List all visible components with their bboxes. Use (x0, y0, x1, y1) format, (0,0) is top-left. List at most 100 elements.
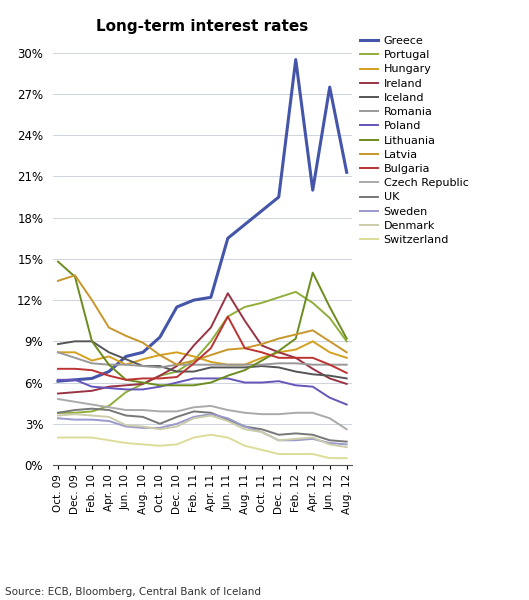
Latvia (106, 324, 112, 331)
UK (343, 438, 350, 445)
Lithuania (140, 379, 146, 386)
Greece (106, 368, 112, 375)
Greece (123, 353, 129, 360)
Latvia (140, 339, 146, 346)
Romania (208, 361, 214, 368)
Legend: Greece, Portugal, Hungary, Ireland, Iceland, Romania, Poland, Lithuania, Latvia,: Greece, Portugal, Hungary, Ireland, Icel… (360, 36, 469, 245)
Switzerland (326, 455, 333, 462)
Iceland (208, 364, 214, 371)
UK (309, 431, 316, 439)
Czech Republic (174, 408, 180, 415)
Hungary (157, 352, 163, 359)
Poland (259, 379, 265, 386)
Line: Switzerland: Switzerland (58, 435, 346, 458)
Lithuania (276, 347, 282, 355)
UK (190, 408, 197, 415)
Switzerland (208, 431, 214, 439)
Hungary (72, 349, 78, 356)
UK (326, 437, 333, 444)
Denmark (157, 425, 163, 433)
Sweden (55, 415, 61, 422)
Latvia (293, 331, 299, 338)
Hungary (106, 353, 112, 360)
Denmark (343, 443, 350, 451)
Hungary (343, 354, 350, 361)
Hungary (259, 354, 265, 361)
UK (55, 409, 61, 416)
Czech Republic (343, 425, 350, 433)
Switzerland (55, 434, 61, 441)
Poland (309, 383, 316, 390)
Greece (89, 375, 95, 382)
Czech Republic (276, 410, 282, 418)
Czech Republic (326, 415, 333, 422)
Czech Republic (140, 406, 146, 413)
Switzerland (309, 451, 316, 458)
Text: Source: ECB, Bloomberg, Central Bank of Iceland: Source: ECB, Bloomberg, Central Bank of … (5, 587, 261, 597)
Denmark (190, 415, 197, 422)
Portugal (259, 299, 265, 307)
Poland (343, 401, 350, 408)
Portugal (157, 372, 163, 379)
Denmark (140, 423, 146, 430)
Line: Portugal: Portugal (58, 292, 346, 413)
Switzerland (293, 451, 299, 458)
Bulgaria (89, 367, 95, 374)
Denmark (174, 423, 180, 430)
Hungary (225, 361, 231, 368)
Portugal (140, 380, 146, 388)
Iceland (225, 364, 231, 371)
Romania (106, 361, 112, 368)
Czech Republic (242, 409, 248, 416)
Greece (276, 193, 282, 200)
Line: Bulgaria: Bulgaria (58, 317, 346, 380)
Poland (106, 385, 112, 392)
Czech Republic (225, 406, 231, 413)
Iceland (326, 372, 333, 379)
Poland (72, 376, 78, 383)
Hungary (140, 356, 146, 363)
Greece (309, 187, 316, 194)
Denmark (106, 413, 112, 421)
Lithuania (259, 357, 265, 364)
Iceland (106, 349, 112, 356)
Ireland (225, 290, 231, 297)
UK (225, 416, 231, 423)
Romania (140, 362, 146, 370)
Czech Republic (89, 401, 95, 408)
Iceland (55, 340, 61, 347)
Switzerland (190, 434, 197, 441)
UK (276, 431, 282, 439)
Poland (276, 377, 282, 385)
Denmark (123, 422, 129, 429)
Sweden (208, 410, 214, 418)
Czech Republic (55, 395, 61, 403)
Line: Czech Republic: Czech Republic (58, 399, 346, 429)
Lithuania (123, 376, 129, 383)
Greece (190, 296, 197, 304)
Hungary (309, 338, 316, 345)
Czech Republic (190, 404, 197, 411)
Iceland (343, 375, 350, 382)
Greece (140, 349, 146, 356)
Romania (72, 354, 78, 361)
Poland (140, 386, 146, 393)
Bulgaria (309, 354, 316, 361)
Portugal (343, 338, 350, 345)
Romania (89, 360, 95, 367)
Iceland (242, 364, 248, 371)
Latvia (242, 344, 248, 352)
Bulgaria (293, 354, 299, 361)
Hungary (208, 358, 214, 365)
Switzerland (72, 434, 78, 441)
Denmark (225, 418, 231, 425)
Ireland (55, 390, 61, 397)
Ireland (309, 365, 316, 373)
UK (293, 430, 299, 437)
Czech Republic (123, 406, 129, 413)
Czech Republic (157, 408, 163, 415)
Sweden (140, 424, 146, 431)
Bulgaria (276, 354, 282, 361)
Denmark (309, 434, 316, 441)
Sweden (72, 416, 78, 423)
